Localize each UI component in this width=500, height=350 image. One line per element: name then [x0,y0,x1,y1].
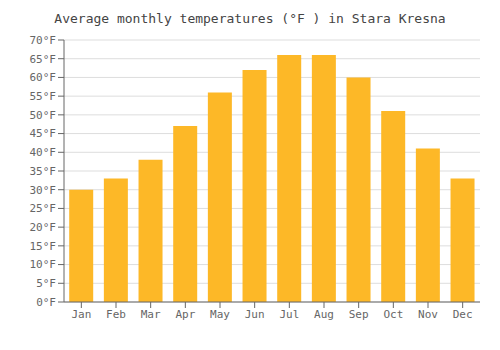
svg-text:60°F: 60°F [30,71,57,84]
svg-text:45°F: 45°F [30,127,57,140]
html-text:Average monthly temperatures (: Average monthly temperatures (°F ) in St… [54,11,446,26]
svg-text:50°F: 50°F [30,109,57,122]
svg-text:Jan: Jan [71,308,91,321]
svg-text:Aug: Aug [314,308,334,321]
svg-text:30°F: 30°F [30,184,57,197]
svg-text:May: May [210,308,230,321]
svg-text:0°F: 0°F [36,296,56,309]
svg-text:35°F: 35°F [30,165,57,178]
svg-text:Nov: Nov [418,308,438,321]
svg-text:10°F: 10°F [30,258,57,271]
svg-text:Jun: Jun [245,308,265,321]
svg-text:Feb: Feb [106,308,126,321]
svg-text:40°F: 40°F [30,146,57,159]
svg-text:Oct: Oct [383,308,403,321]
svg-text:70°F: 70°F [30,34,57,47]
svg-text:Sep: Sep [349,308,369,321]
svg-text:5°F: 5°F [36,277,56,290]
svg-text:20°F: 20°F [30,221,57,234]
svg-text:65°F: 65°F [30,53,57,66]
svg-text:15°F: 15°F [30,240,57,253]
svg-text:25°F: 25°F [30,202,57,215]
svg-text:Apr: Apr [175,308,195,321]
svg-text:Dec: Dec [453,308,473,321]
svg-text:55°F: 55°F [30,90,57,103]
svg-text:Jul: Jul [279,308,299,321]
svg-text:Mar: Mar [141,308,161,321]
